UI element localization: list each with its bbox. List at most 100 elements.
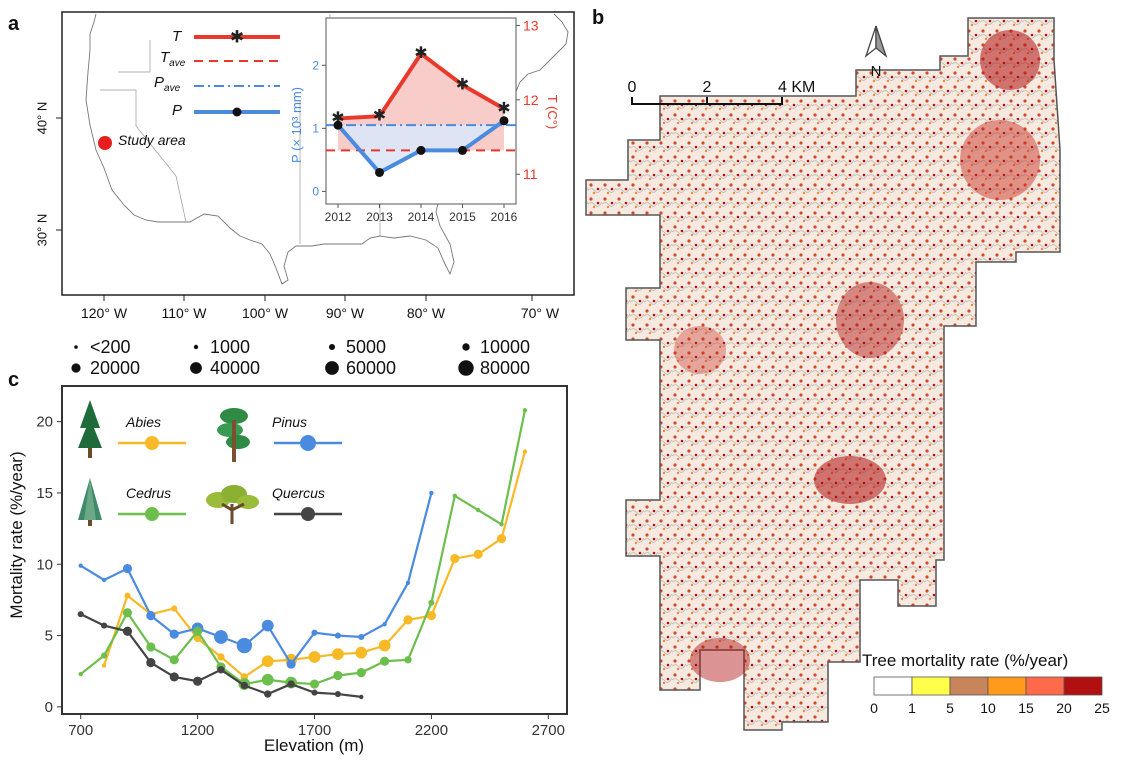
point-pinus-2000 [382,621,387,627]
p-point-2012 [333,120,343,130]
point-cedrus-1900 [356,668,366,678]
point-pinus-2100 [405,580,411,585]
color-break-0: 0 [870,700,878,716]
lon-tick-120: 120° W [81,305,128,321]
t-point-2014: ✱ [414,45,427,62]
point-quercus-1500 [264,690,272,698]
y-tick-label-5: 5 [45,628,53,645]
point-cedrus-2000 [380,656,390,666]
point-abies-2100 [403,615,413,625]
lon-tick-100: 100° W [242,305,289,321]
color-swatch-1 [911,676,951,696]
point-cedrus-1200 [193,626,203,636]
size-legend-label-7: 80000 [480,358,530,378]
inset-x-tick-label: 2013 [366,210,393,224]
legend-pinus-marker [300,435,316,451]
point-quercus-1700 [311,689,318,696]
point-abies-1900 [355,646,368,659]
hotspot-south [814,456,886,504]
point-pinus-1500 [261,619,274,632]
point-quercus-1000 [146,658,156,668]
cedar-tree-icon [78,478,102,526]
point-pinus-700 [78,563,83,568]
legend-a-tave-label: Tave [160,49,186,69]
point-quercus-1300 [217,666,225,674]
point-cedrus-2100 [404,656,412,664]
point-cedrus-1800 [333,670,343,681]
point-cedrus-900 [122,608,133,618]
scale-label-0: 0 [628,79,637,96]
x-tick-label-700: 700 [68,722,93,739]
point-cedrus-2600 [522,408,528,413]
size-legend-label-1: 1000 [210,337,250,357]
point-cedrus-2500 [499,522,504,527]
color-swatch-2 [949,676,989,696]
panel-label-b: b [592,7,604,29]
inset-right-axis-label: T (C°) [545,95,560,130]
color-break-25: 25 [1094,700,1110,716]
point-pinus-1300 [214,630,228,644]
color-swatch-0 [873,676,913,696]
t-point-2015: ✱ [456,76,469,93]
legend-cedrus-label: Cedrus [126,485,171,501]
legend-a-p-label: P [172,102,182,119]
legend-pinus-label: Pinus [272,414,307,430]
point-abies-2500 [496,533,507,544]
legend-a-p-marker [232,107,242,117]
scale-label-4km: 4 KM [778,79,815,96]
p-point-2015 [458,145,467,155]
y-tick-label-0: 0 [45,699,53,716]
p-point-2013 [375,167,384,177]
point-quercus-1100 [169,672,179,682]
point-cedrus-800 [101,652,108,659]
size-legend-label-6: 60000 [346,358,396,378]
point-cedrus-700 [78,671,83,677]
point-pinus-1400 [236,637,253,654]
scale-label-2: 2 [703,79,712,96]
species-legend: Abies Pinus Cedrus [78,400,342,526]
inset-x-tick-label: 2012 [325,210,352,224]
point-quercus-700 [77,611,84,618]
p-point-2016 [499,116,509,126]
hotspot-e [960,120,1040,200]
panel-b-map: N 0 2 4 KM Tree mortality rate (%/year) … [585,17,1110,731]
color-swatch-3 [987,676,1027,696]
inset-x-tick-label: 2016 [491,210,518,224]
lon-tick-90: 90° W [326,305,365,321]
point-abies-1800 [331,648,344,660]
size-legend-label-0: <200 [90,337,131,357]
series-line-pinus [80,492,433,667]
inset-t-line [337,50,505,121]
x-tick-label-1700: 1700 [298,722,331,739]
point-quercus-1800 [334,690,341,698]
size-legend-dot-0 [74,345,78,349]
size-legend-label-3: 10000 [480,337,530,357]
lon-tick-80: 80° W [407,305,446,321]
oak-tree-icon [206,485,259,524]
lon-tick-70: 70° W [521,305,560,321]
point-abies-2300 [450,553,460,564]
point-pinus-1100 [169,629,179,639]
color-break-1: 1 [908,700,916,716]
color-break-5: 5 [946,700,954,716]
color-break-15: 15 [1018,700,1034,716]
y-axis-label: Mortality rate (%/year) [7,451,26,618]
y-tick-label-15: 15 [36,485,53,502]
x-tick-label-1200: 1200 [181,722,214,739]
legend-abies-label: Abies [125,414,161,430]
legend-a-pave-label: Pave [154,74,181,94]
north-arrow-icon: N [864,25,888,80]
point-abies-800 [101,663,107,668]
size-legend-label-4: 20000 [90,358,140,378]
pine-tree-icon [217,408,250,462]
color-swatch-4 [1025,676,1065,696]
lat-axis: 40° N 30° N [34,102,62,246]
point-cedrus-1100 [169,655,179,665]
size-legend: <200 1000 5000 10000 20000 40000 60000 80000 [71,337,530,378]
lat-tick-40: 40° N [34,102,49,135]
legend-a-t-label: T [172,28,183,45]
p-point-2014 [416,145,426,155]
size-legend-dot-5 [190,362,202,374]
point-abies-2600 [522,449,528,454]
